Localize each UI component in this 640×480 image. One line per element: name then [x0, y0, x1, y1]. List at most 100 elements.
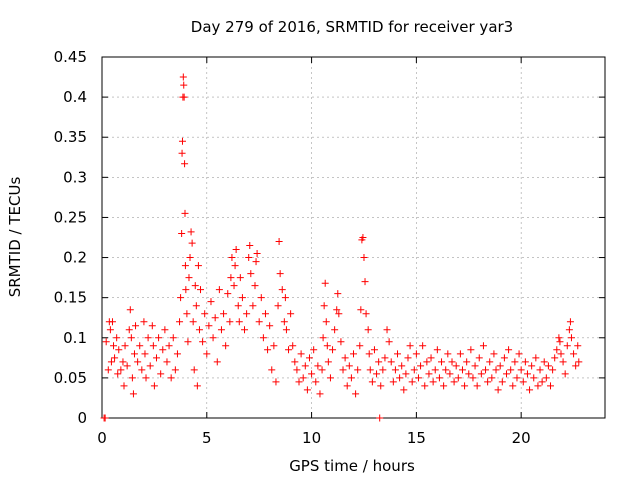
data-point: [465, 370, 473, 378]
data-point: [255, 318, 263, 326]
data-point: [404, 354, 412, 362]
y-tick-label: 0.4: [63, 88, 87, 106]
data-point: [484, 378, 492, 386]
data-point: [152, 354, 160, 362]
x-tick-label: 15: [407, 429, 426, 447]
data-point: [555, 334, 563, 342]
data-point: [155, 334, 163, 342]
data-point: [435, 374, 443, 382]
data-point: [347, 374, 355, 382]
data-point: [144, 334, 152, 342]
data-point: [141, 350, 149, 358]
data-point: [319, 334, 327, 342]
data-point: [266, 322, 274, 330]
data-point: [373, 370, 381, 378]
plot-frame: [101, 56, 606, 419]
y-axis-ticks: 0 0.05 0.1 0.15 0.2 0.25 0.3 0.35 0.4 0.45: [54, 48, 605, 427]
data-point: [505, 346, 513, 354]
data-point: [442, 366, 450, 374]
data-point: [268, 366, 276, 374]
data-point: [498, 378, 506, 386]
data-point: [165, 342, 173, 350]
data-point: [259, 334, 267, 342]
data-point: [417, 362, 425, 370]
data-point: [187, 228, 195, 236]
data-point: [475, 354, 483, 362]
data-point: [146, 362, 154, 370]
data-point: [321, 279, 329, 287]
data-point: [486, 358, 494, 366]
data-point: [370, 346, 378, 354]
grid: [102, 57, 605, 418]
data-point: [287, 310, 295, 318]
data-point: [454, 374, 462, 382]
data-point: [312, 378, 320, 386]
data-point: [181, 209, 189, 217]
data-point: [178, 149, 186, 157]
data-point: [182, 286, 190, 294]
data-point: [161, 326, 169, 334]
data-point: [350, 350, 357, 358]
data-point: [113, 334, 121, 342]
data-point: [201, 310, 209, 318]
data-point: [354, 366, 362, 374]
data-point: [107, 358, 115, 366]
data-point: [178, 229, 186, 237]
data-point: [149, 342, 157, 350]
data-point: [301, 362, 309, 370]
data-point: [492, 366, 500, 374]
data-point: [320, 302, 328, 310]
data-point: [303, 386, 311, 394]
data-point: [245, 254, 253, 262]
data-point: [252, 258, 260, 266]
data-point: [179, 73, 187, 81]
data-point: [463, 358, 471, 366]
data-point: [173, 350, 181, 358]
data-point: [211, 314, 219, 322]
y-tick-label: 0.1: [63, 329, 87, 347]
data-point: [324, 358, 332, 366]
data-point: [377, 382, 385, 390]
data-point: [408, 378, 416, 386]
data-points: [100, 73, 583, 422]
data-point: [310, 346, 318, 354]
data-point: [565, 326, 573, 334]
data-point: [264, 346, 272, 354]
data-point: [231, 262, 239, 270]
data-point: [130, 350, 138, 358]
data-point: [547, 382, 555, 390]
data-point: [375, 358, 383, 366]
data-point: [410, 366, 418, 374]
data-point: [523, 370, 531, 378]
data-point: [127, 334, 135, 342]
data-point: [181, 160, 189, 168]
data-point: [108, 318, 116, 326]
data-point: [471, 362, 479, 370]
data-point: [142, 374, 150, 382]
data-point: [521, 358, 529, 366]
data-point: [184, 338, 192, 346]
data-point: [419, 342, 427, 350]
data-point: [421, 382, 429, 390]
data-point: [414, 374, 422, 382]
data-point: [246, 242, 254, 250]
x-tick-label: 10: [302, 429, 321, 447]
data-point: [563, 342, 571, 350]
data-point: [278, 286, 286, 294]
data-point: [490, 350, 498, 358]
data-point: [357, 306, 365, 314]
data-point: [276, 270, 284, 278]
data-point: [251, 282, 259, 290]
data-point: [282, 326, 290, 334]
data-point: [178, 137, 186, 145]
data-point: [433, 346, 441, 354]
data-point: [234, 302, 242, 310]
data-point: [222, 342, 230, 350]
data-point: [511, 358, 519, 366]
data-point: [199, 338, 207, 346]
data-point: [322, 318, 330, 326]
data-point: [285, 346, 293, 354]
data-point: [536, 366, 544, 374]
data-point: [572, 362, 580, 370]
data-point: [314, 362, 322, 370]
